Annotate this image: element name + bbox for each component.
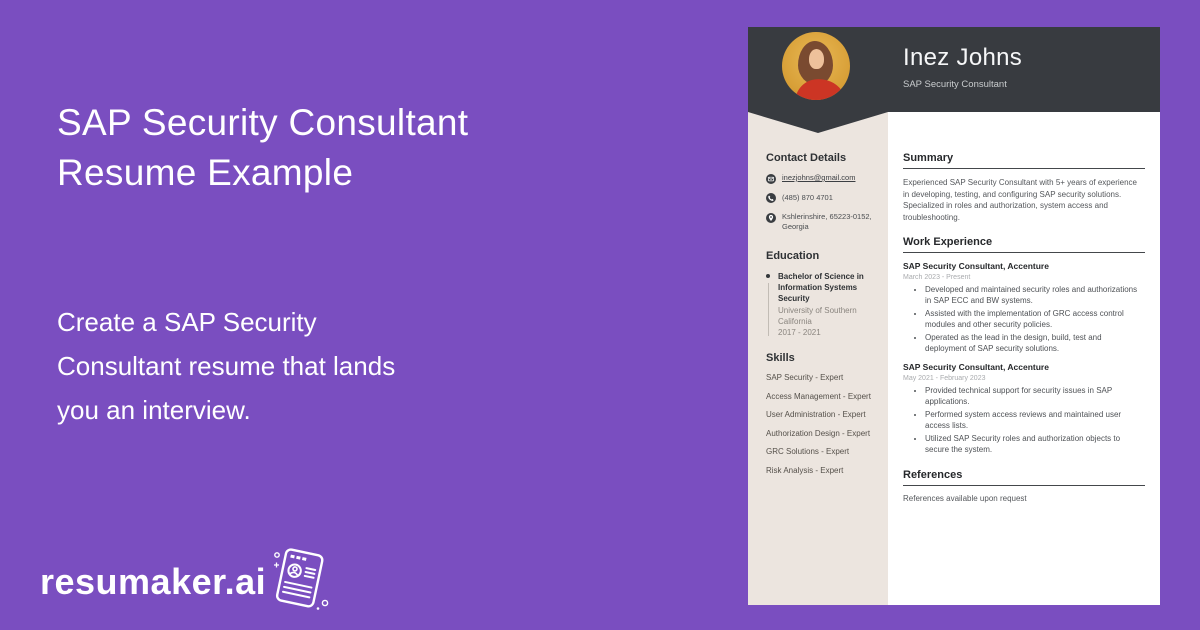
job-bullet: Assisted with the implementation of GRC … [925, 308, 1145, 330]
skill-item: SAP Security - Expert [766, 373, 844, 382]
skills-heading: Skills [766, 352, 795, 364]
page-title-line1: SAP Security Consultant [57, 102, 469, 143]
job-bullet: Performed system access reviews and main… [925, 409, 1145, 431]
email-link[interactable]: inezjohns@gmail.com [782, 173, 856, 182]
skill-item: User Administration - Expert [766, 410, 866, 419]
jobs-list: SAP Security Consultant, Accenture March… [903, 261, 1145, 455]
contact-phone-row: (485) 870 4701 [766, 193, 874, 207]
page-subtitle: Create a SAP Security Consultant resume … [57, 307, 396, 425]
references-heading: References [903, 469, 1145, 486]
resume-preview: Inez Johns SAP Security Consultant Conta… [748, 27, 1160, 605]
education-years: 2017 - 2021 [778, 328, 821, 337]
education-section: Education Bachelor of Science in Informa… [766, 250, 874, 338]
avatar-face [809, 49, 824, 69]
envelope-icon [766, 173, 776, 187]
resume-role: SAP Security Consultant [903, 79, 1007, 90]
education-degree: Bachelor of Science in Information Syste… [778, 272, 864, 303]
job-title: SAP Security Consultant, Accenture [903, 362, 1049, 372]
references-section: References References available upon req… [903, 469, 1145, 503]
contact-address-row: Kshlerinshire, 65223-0152, Georgia [766, 212, 874, 232]
avatar-body [792, 76, 846, 100]
work-experience-section: Work Experience SAP Security Consultant,… [903, 236, 1145, 455]
job-bullet: Provided technical support for security … [925, 385, 1145, 407]
job-title: SAP Security Consultant, Accenture [903, 261, 1049, 271]
location-pin-icon [766, 212, 776, 226]
skill-item: Authorization Design - Expert [766, 428, 871, 438]
job-entry: SAP Security Consultant, Accenture May 2… [903, 362, 1145, 455]
summary-heading: Summary [903, 152, 1145, 169]
summary-text: Experienced SAP Security Consultant with… [903, 178, 1137, 222]
skill-item: Risk Analysis - Expert [766, 465, 844, 475]
contact-heading: Contact Details [766, 152, 847, 164]
address-text: Kshlerinshire, 65223-0152, Georgia [782, 212, 872, 231]
job-dates: May 2021 - February 2023 [903, 375, 986, 382]
resume-doc-icon [270, 546, 330, 617]
phone-number: (485) 870 4701 [782, 192, 833, 202]
job-bullet-list: Developed and maintained security roles … [903, 284, 1145, 354]
brand-logo[interactable]: resumaker.ai [40, 546, 330, 617]
avatar [782, 32, 850, 100]
skill-item: Access Management - Expert [766, 391, 871, 401]
resume-name: Inez Johns [903, 44, 1023, 71]
education-item: Bachelor of Science in Information Syste… [766, 271, 874, 338]
job-bullet: Operated as the lead in the design, buil… [925, 332, 1145, 354]
skill-item: GRC Solutions - Expert [766, 447, 850, 456]
references-text: References available upon request [903, 494, 1027, 503]
summary-section: Summary Experienced SAP Security Consult… [903, 152, 1145, 223]
work-experience-heading: Work Experience [903, 236, 1145, 253]
bullet-dot-icon [766, 274, 770, 278]
resume-main: Summary Experienced SAP Security Consult… [888, 27, 1160, 605]
page-title-line2: Resume Example [57, 152, 354, 193]
job-bullet: Developed and maintained security roles … [925, 284, 1145, 306]
skills-list: SAP Security - Expert Access Management … [766, 373, 874, 476]
skills-section: Skills SAP Security - Expert Access Mana… [766, 352, 874, 476]
education-heading: Education [766, 250, 820, 262]
page-title: SAP Security Consultant Resume Example [57, 98, 597, 198]
contact-email-row: inezjohns@gmail.com [766, 173, 874, 187]
education-school: University of Southern California [778, 306, 857, 326]
job-bullet-list: Provided technical support for security … [903, 385, 1145, 455]
contact-section: Contact Details inezjohns@gmail.com [766, 152, 874, 232]
job-dates: March 2023 - Present [903, 274, 971, 281]
phone-icon [766, 193, 776, 207]
brand-name: resumaker.ai [40, 560, 267, 602]
job-entry: SAP Security Consultant, Accenture March… [903, 261, 1145, 354]
job-bullet: Utilized SAP Security roles and authoriz… [925, 433, 1145, 455]
timeline-line [767, 283, 769, 336]
